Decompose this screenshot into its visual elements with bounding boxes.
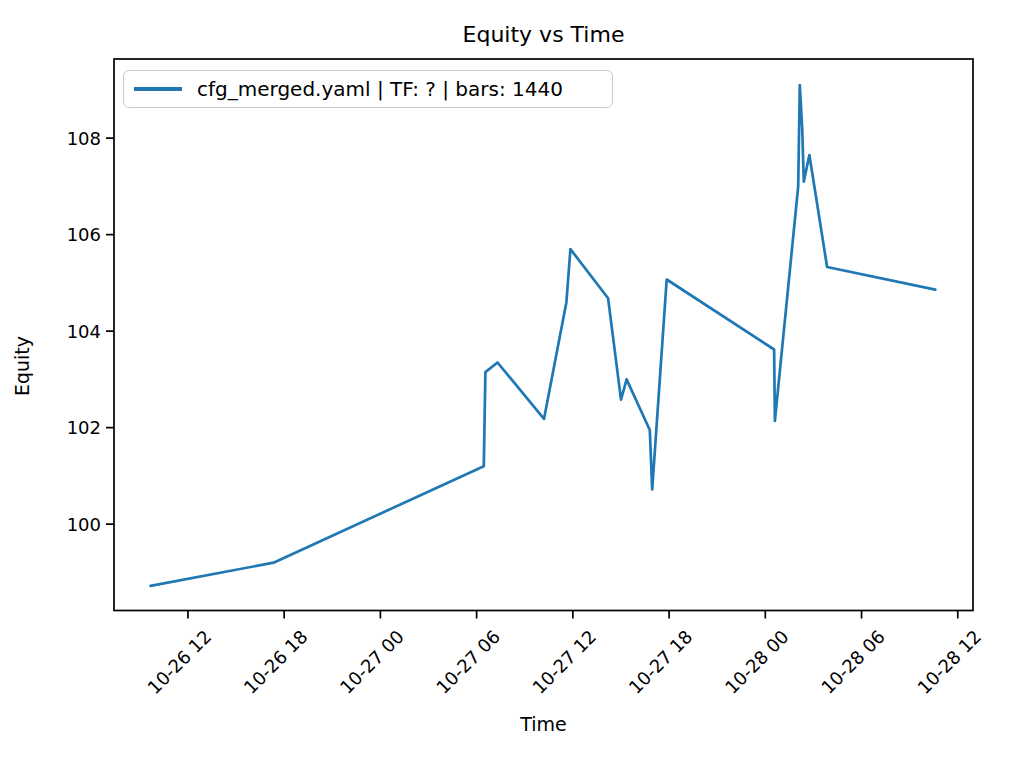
x-tick-label: 10-26 18 bbox=[240, 626, 312, 698]
x-tick-label: 10-28 06 bbox=[817, 626, 889, 698]
x-tick-label: 10-28 12 bbox=[913, 626, 985, 698]
y-tick-label: 108 bbox=[67, 128, 101, 149]
x-axis-label: Time bbox=[114, 713, 973, 735]
x-tick-label: 10-27 18 bbox=[624, 626, 696, 698]
x-tick-label: 10-27 06 bbox=[432, 626, 504, 698]
y-tick-label: 104 bbox=[67, 321, 101, 342]
x-tick-label: 10-26 12 bbox=[143, 626, 215, 698]
legend-label: cfg_merged.yaml | TF: ? | bars: 1440 bbox=[197, 77, 563, 101]
chart-title: Equity vs Time bbox=[114, 23, 973, 46]
y-tick-label: 102 bbox=[67, 417, 101, 438]
matplotlib-figure: Equity vs Time Equity 10-26 1210-26 1810… bbox=[0, 0, 1024, 768]
x-tick-label: 10-27 00 bbox=[336, 626, 408, 698]
y-axis-label-text: Equity bbox=[11, 336, 33, 396]
x-tick-label: 10-27 12 bbox=[528, 626, 600, 698]
y-tick-label: 100 bbox=[67, 514, 101, 535]
legend: cfg_merged.yaml | TF: ? | bars: 1440 bbox=[123, 70, 613, 108]
equity-line-chart: 10-26 12 10-26 18 10-27 00 10-27 06 10-27 12… bbox=[0, 0, 1024, 768]
equity-series-line bbox=[151, 85, 936, 586]
legend-line-sample-icon bbox=[134, 87, 182, 90]
axes-spines bbox=[114, 59, 973, 611]
x-tick-label: 10-28 00 bbox=[721, 626, 793, 698]
y-tick-label: 106 bbox=[67, 224, 101, 245]
